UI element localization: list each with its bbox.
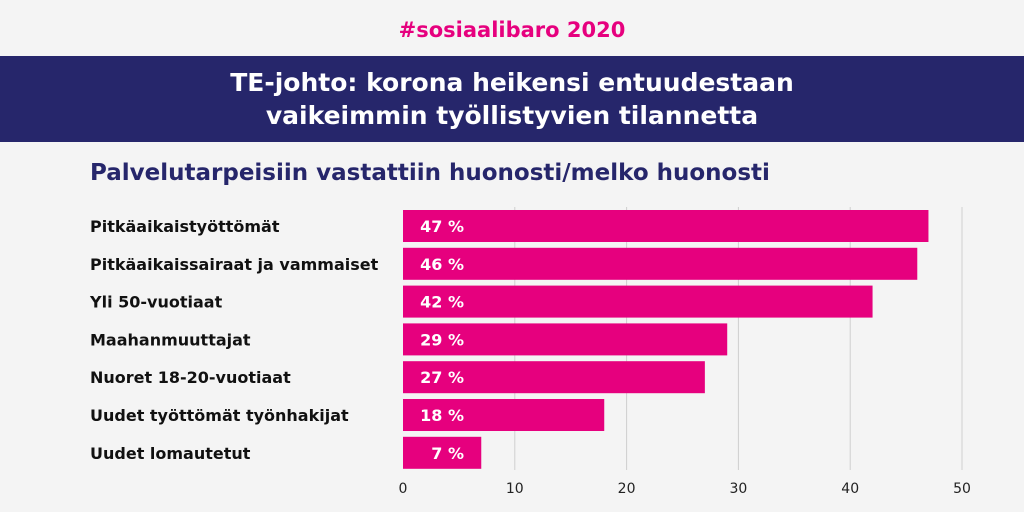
- x-tick-label: 40: [841, 481, 859, 497]
- bar: [403, 210, 929, 242]
- x-tick-label: 30: [729, 481, 747, 497]
- value-label: 27 %: [420, 368, 464, 387]
- bars: [403, 210, 929, 469]
- bar: [403, 399, 605, 431]
- bar: [403, 361, 705, 394]
- chart-title: Palvelutarpeisiin vastattiin huonosti/me…: [90, 160, 770, 186]
- category-label: Nuoret 18-20-vuotiaat: [90, 368, 291, 387]
- x-tick-label: 50: [953, 481, 971, 497]
- category-label: Uudet lomautetut: [90, 444, 251, 463]
- bar: [403, 285, 873, 318]
- value-label: 46 %: [420, 255, 464, 274]
- value-label: 7 %: [431, 444, 464, 463]
- x-axis-ticks: 0 10 20 30 40 50: [399, 481, 971, 497]
- title-line-2: vaikeimmin työllistyvien tilannetta: [265, 101, 759, 130]
- value-label: 42 %: [420, 293, 464, 312]
- category-label: Pitkäaikaissairaat ja vammaiset: [90, 255, 379, 274]
- category-label: Uudet työttömät työnhakijat: [90, 406, 349, 425]
- labels: Pitkäaikaistyöttömät 47 % Pitkäaikaissaira…: [89, 217, 464, 463]
- category-label: Maahanmuuttajat: [90, 330, 251, 349]
- bar: [403, 436, 482, 469]
- value-label: 47 %: [420, 217, 464, 236]
- title-banner: TE-johto: korona heikensi entuudestaan v…: [0, 56, 1024, 142]
- x-tick-label: 20: [618, 481, 636, 497]
- x-tick-label: 10: [506, 481, 524, 497]
- bar: [403, 247, 918, 280]
- value-label: 29 %: [420, 330, 464, 349]
- category-label: Pitkäaikaistyöttömät: [90, 217, 280, 236]
- x-tick-label: 0: [399, 481, 408, 497]
- title-line-1: TE-johto: korona heikensi entuudestaan: [230, 68, 794, 97]
- bar: [403, 323, 728, 356]
- value-label: 18 %: [420, 406, 464, 425]
- hashtag: #sosiaalibaro 2020: [398, 18, 626, 42]
- category-label: Yli 50-vuotiaat: [89, 293, 223, 312]
